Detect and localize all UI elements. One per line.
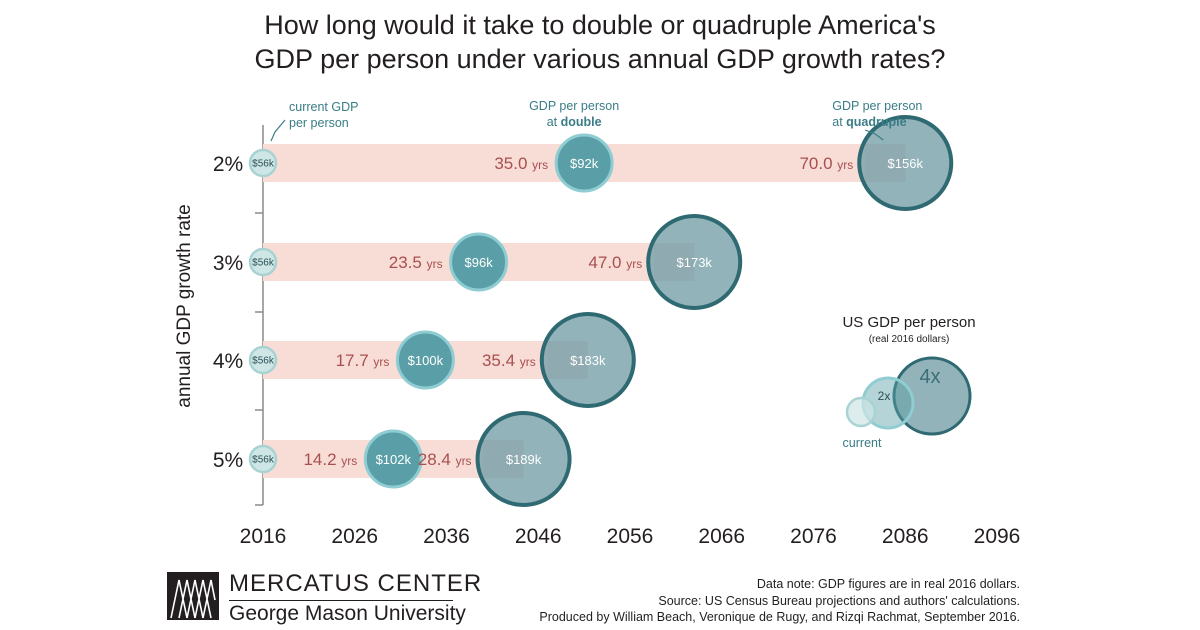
legend-double-label: 2x bbox=[878, 389, 891, 403]
double-years-label: 14.2 yrs bbox=[303, 450, 357, 469]
data-notes: Data note: GDP figures are in real 2016 … bbox=[539, 576, 1020, 626]
legend-quadruple-bubble bbox=[892, 356, 972, 436]
annotation-quadruple-pointer bbox=[865, 129, 884, 141]
double-bubble bbox=[363, 429, 423, 489]
mercatus-logo: MERCATUS CENTER George Mason University bbox=[167, 570, 481, 626]
double-value-label: $100k bbox=[408, 353, 444, 368]
x-tick-label: 2046 bbox=[515, 525, 562, 548]
quadruple-years-label: 35.4 yrs bbox=[482, 351, 536, 370]
annotation-quadruple-line-1: GDP per person bbox=[832, 99, 922, 113]
quadruple-value-label: $173k bbox=[677, 255, 713, 270]
quadruple-years-label: 28.4 yrs bbox=[418, 450, 472, 469]
annotation-quadruple-line-2: at quadruple bbox=[832, 115, 906, 129]
quadruple-bubble bbox=[646, 214, 743, 310]
x-tick-label: 2036 bbox=[423, 525, 470, 548]
mercatus-logo-icon bbox=[167, 572, 219, 620]
double-bubble bbox=[395, 330, 455, 390]
double-bubble bbox=[449, 232, 509, 292]
rate-label: 2% bbox=[213, 153, 243, 176]
legend-current-bubble bbox=[845, 396, 877, 428]
chart-title-line-2: GDP per person under various annual GDP … bbox=[254, 44, 946, 74]
double-bubble bbox=[554, 133, 614, 193]
quadruple-bubble bbox=[539, 312, 636, 408]
source-note: Source: US Census Bureau projections and… bbox=[658, 593, 1020, 608]
double-years-label: 23.5 yrs bbox=[389, 253, 443, 272]
x-tick-label: 2086 bbox=[882, 525, 929, 548]
chart-title: How long would it take to double or quad… bbox=[0, 8, 1200, 76]
legend-current-label: current bbox=[843, 436, 882, 450]
legend-title: US GDP per person bbox=[842, 314, 975, 331]
quadruple-years-label: 47.0 yrs bbox=[588, 253, 642, 272]
rate-label: 5% bbox=[213, 449, 243, 472]
chart-title-line-1: How long would it take to double or quad… bbox=[264, 10, 936, 40]
quadruple-value-label: $156k bbox=[888, 156, 924, 171]
current-value-label: $56k bbox=[252, 356, 275, 367]
x-tick-label: 2016 bbox=[240, 525, 287, 548]
current-bubble bbox=[248, 247, 278, 277]
x-tick-label: 2056 bbox=[607, 525, 654, 548]
double-value-label: $92k bbox=[570, 156, 599, 171]
double-years-label: 35.0 yrs bbox=[494, 154, 548, 173]
current-value-label: $56k bbox=[252, 258, 275, 269]
x-tick-label: 2026 bbox=[331, 525, 378, 548]
logo-name: MERCATUS CENTER bbox=[229, 570, 483, 597]
y-axis-label: annual GDP growth rate bbox=[174, 204, 195, 408]
legend-subtitle: (real 2016 dollars) bbox=[869, 334, 950, 345]
logo-subtitle: George Mason University bbox=[229, 602, 466, 625]
double-value-label: $96k bbox=[465, 255, 494, 270]
annotation-current-line-2: per person bbox=[289, 116, 349, 130]
data-note: Data note: GDP figures are in real 2016 … bbox=[756, 577, 1020, 591]
current-bubble bbox=[248, 148, 278, 178]
current-bubble bbox=[248, 444, 278, 474]
quadruple-years-label: 70.0 yrs bbox=[799, 154, 853, 173]
double-years-label: 17.7 yrs bbox=[336, 351, 390, 370]
annotation-double-line-2: at double bbox=[547, 115, 602, 129]
credit-note: Produced by William Beach, Veronique de … bbox=[539, 610, 1020, 624]
logo-divider bbox=[229, 600, 453, 601]
annotation-current-pointer bbox=[270, 119, 286, 142]
quadruple-value-label: $189k bbox=[506, 452, 542, 467]
quadruple-bubble bbox=[475, 411, 572, 507]
legend-quadruple-label: 4x bbox=[919, 366, 940, 388]
annotation-double-line-1: GDP per person bbox=[529, 99, 619, 113]
rate-label: 3% bbox=[213, 252, 243, 275]
x-tick-label: 2096 bbox=[974, 525, 1021, 548]
quadruple-bubble bbox=[857, 115, 954, 211]
quadruple-value-label: $183k bbox=[570, 353, 606, 368]
x-tick-label: 2076 bbox=[790, 525, 837, 548]
current-bubble bbox=[248, 345, 278, 375]
current-value-label: $56k bbox=[252, 159, 275, 170]
annotation-current-line-1: current GDP bbox=[289, 100, 358, 114]
current-value-label: $56k bbox=[252, 455, 275, 466]
rate-label: 4% bbox=[213, 350, 243, 373]
double-value-label: $102k bbox=[376, 452, 412, 467]
x-tick-label: 2066 bbox=[698, 525, 745, 548]
